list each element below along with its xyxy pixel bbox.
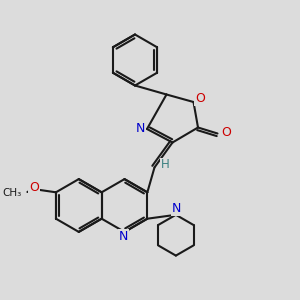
Text: O: O bbox=[195, 92, 205, 105]
Text: O: O bbox=[29, 181, 39, 194]
Text: CH₃: CH₃ bbox=[2, 188, 21, 198]
Text: O: O bbox=[222, 125, 231, 139]
Text: H: H bbox=[160, 158, 169, 172]
Text: N: N bbox=[172, 202, 181, 215]
Text: N: N bbox=[136, 122, 145, 135]
Text: N: N bbox=[119, 230, 129, 243]
